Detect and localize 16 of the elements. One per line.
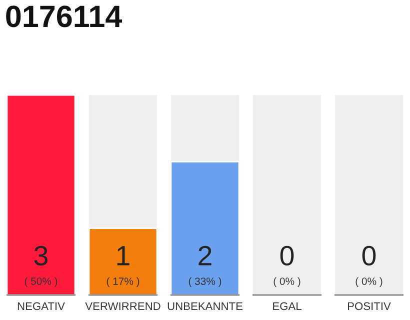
x-tick-label: POSITIV (348, 302, 391, 310)
data-label: 2 (198, 246, 212, 266)
annotation: ( 33% ) (188, 277, 222, 287)
x-tick-label: UNBEKANNTE (168, 302, 242, 310)
x-tick-label: EGAL (273, 302, 302, 310)
annotation: ( 0% ) (274, 277, 300, 287)
annotation: ( 17% ) (106, 277, 140, 287)
x-tick-label: NEGATIV (18, 302, 65, 310)
data-label: 1 (117, 246, 130, 266)
chart-title: 0176114 (6, 6, 122, 28)
data-label: 0 (362, 246, 376, 266)
data-label: 3 (34, 246, 48, 266)
annotation: ( 50% ) (24, 277, 58, 287)
annotation: ( 0% ) (356, 277, 382, 287)
data-label: 0 (280, 246, 294, 266)
x-tick-label: VERWIRREND (85, 302, 160, 310)
